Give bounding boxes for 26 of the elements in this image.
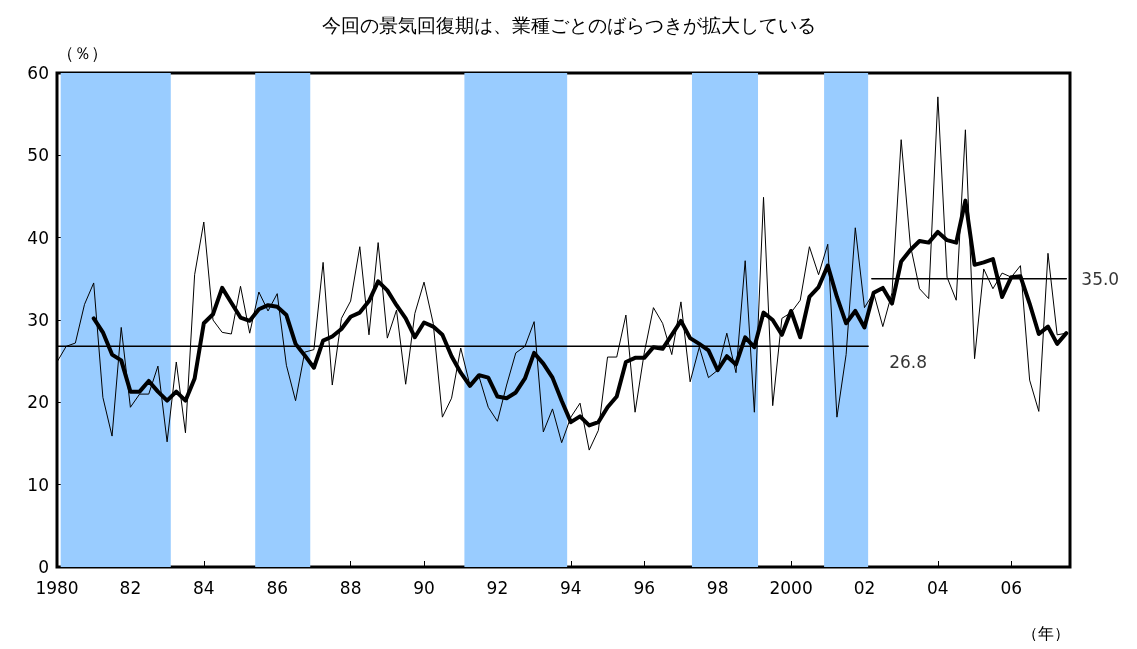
annotation: 26.8 <box>889 351 928 372</box>
x-tick-label: 04 <box>927 577 949 598</box>
x-tick-label: 1980 <box>35 577 79 598</box>
x-tick-label: 90 <box>413 577 435 598</box>
x-tick-label: 06 <box>1000 577 1023 598</box>
x-tick-label: 88 <box>339 577 362 598</box>
chart-title: 今回の景気回復期は、業種ごとのばらつきが拡大している <box>321 13 816 36</box>
y-tick-label: 30 <box>27 310 49 330</box>
x-tick-label: 98 <box>706 577 729 598</box>
y-tick-label: 50 <box>27 145 49 166</box>
x-tick-label: 92 <box>486 577 509 598</box>
y-tick-label: 10 <box>27 474 49 495</box>
y-tick-label: 60 <box>27 63 49 83</box>
y-tick-label: 20 <box>27 392 49 413</box>
y-axis-title: （％） <box>57 42 108 63</box>
y-tick-label: 40 <box>27 227 49 248</box>
x-tick-label: 02 <box>853 577 876 598</box>
annotation: 35.0 <box>1081 268 1120 289</box>
x-tick-label: 2000 <box>769 577 813 598</box>
x-axis-title: （年） <box>1022 623 1070 643</box>
x-tick-label: 94 <box>560 577 582 598</box>
x-tick-label: 86 <box>266 577 289 598</box>
x-tick-label: 96 <box>633 577 656 598</box>
y-tick-label: 0 <box>38 557 49 577</box>
x-tick-label: 82 <box>119 577 142 598</box>
x-tick-label: 84 <box>192 577 215 598</box>
